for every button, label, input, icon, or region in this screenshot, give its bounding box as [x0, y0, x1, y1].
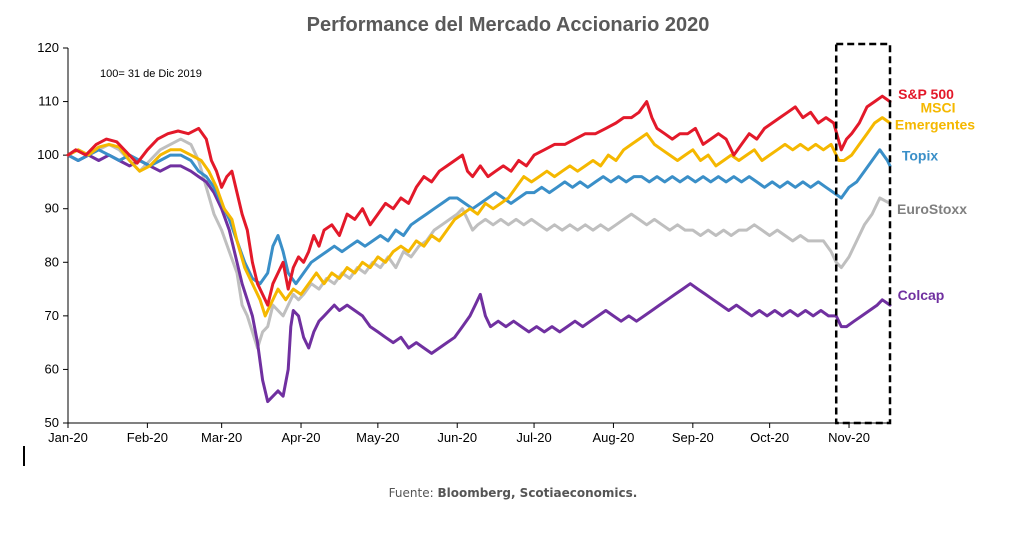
series-label-line: EuroStoxx [897, 201, 967, 217]
x-tick-label: Jan-20 [48, 430, 88, 445]
base-note: 100= 31 de Dic 2019 [100, 68, 202, 80]
series-label-line: Emergentes [895, 116, 975, 132]
series-lines [66, 94, 892, 404]
series-line-s-p-500 [66, 94, 892, 307]
text-cursor [23, 446, 25, 466]
source-text: Bloomberg, Scotiaeconomics. [437, 486, 638, 500]
series-label-line: MSCI [921, 99, 956, 115]
y-tick-label: 110 [38, 94, 59, 109]
y-tick-label: 50 [45, 415, 59, 430]
x-tick-label: Oct-20 [750, 430, 789, 445]
series-label-line: S&P 500 [898, 86, 954, 102]
axes: 50 60 70 80 90 100 110 120 Jan-20 Feb-20 Mar-20 Apr… [37, 40, 890, 445]
x-tick-label: Jul-20 [516, 430, 551, 445]
x-tick-label: Aug-20 [592, 430, 634, 445]
x-tick-label: Sep-20 [672, 430, 714, 445]
series-label-line: Colcap [898, 287, 945, 303]
x-tick-label: Apr-20 [282, 430, 321, 445]
x-tick-label: Nov-20 [828, 430, 870, 445]
series-label-msci-emergentes: MSCI Emergentes [895, 99, 975, 132]
x-tick-label: Mar-20 [201, 430, 242, 445]
chart-title: Performance del Mercado Accionario 2020 [307, 14, 710, 36]
y-tick-label: 80 [45, 254, 59, 269]
source-note: Fuente: Bloomberg, Scotiaeconomics. [0, 486, 1026, 500]
series-label-colcap: Colcap [898, 287, 945, 303]
x-tick-label: Feb-20 [127, 430, 168, 445]
series-label-line: Topix [902, 148, 939, 164]
x-tick-label: May-20 [356, 430, 399, 445]
y-tick-label: 60 [45, 361, 59, 376]
series-line-colcap [66, 153, 892, 404]
series-label-eurostoxx: EuroStoxx [897, 201, 967, 217]
series-line-msci-emergentes [66, 116, 892, 318]
y-tick-label: 120 [37, 40, 59, 55]
y-tick-label: 90 [45, 201, 59, 216]
series-label-topix: Topix [902, 148, 939, 164]
series-line-eurostoxx [66, 137, 892, 350]
y-tick-label: 70 [45, 308, 59, 323]
series-label-s-p-500: S&P 500 [898, 86, 954, 102]
source-prefix: Fuente: [388, 486, 438, 500]
y-tick-label: 100 [37, 147, 59, 162]
highlight-rect [834, 42, 892, 425]
x-tick-label: Jun-20 [437, 430, 477, 445]
highlight-box [834, 42, 892, 425]
